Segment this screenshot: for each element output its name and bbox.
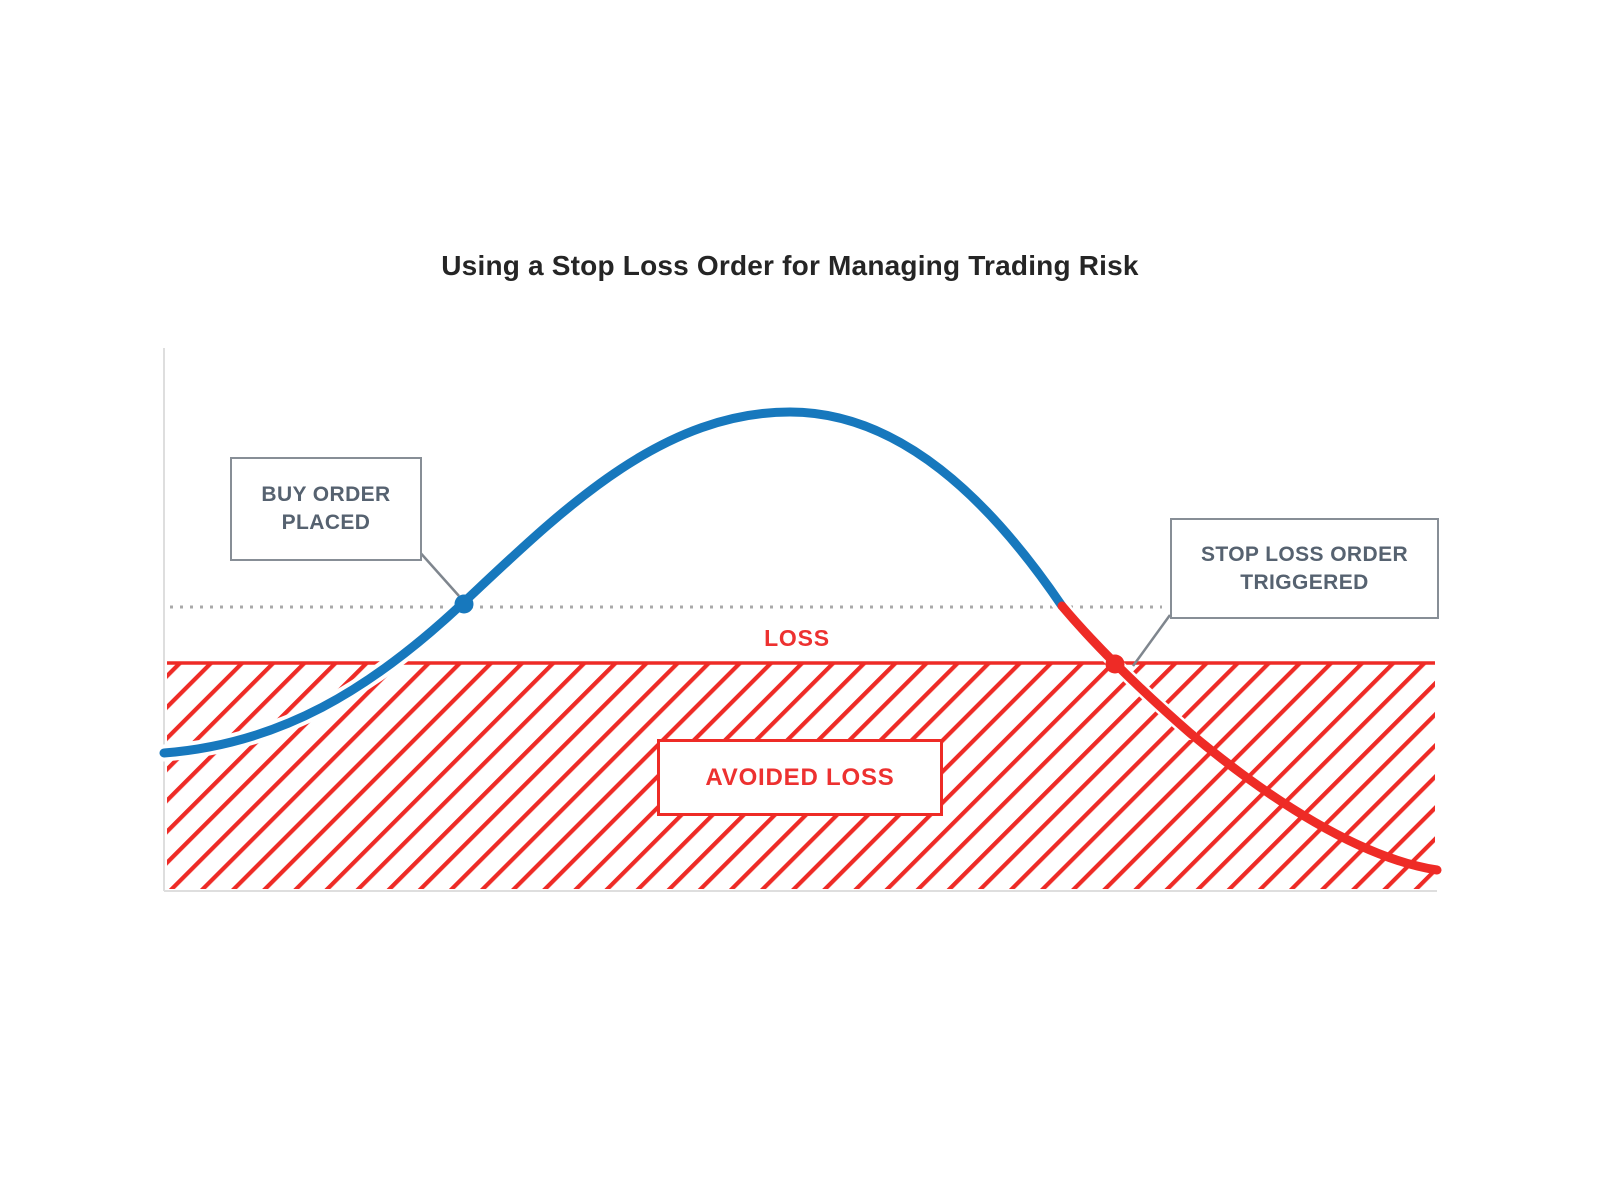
stop-loss-callout-line2: TRIGGERED	[1240, 570, 1369, 594]
stop-loss-callout-line1: STOP LOSS ORDER	[1200, 542, 1409, 566]
loss-zone-label: LOSS	[764, 625, 830, 651]
price-curve-rising-blue	[159, 407, 1067, 758]
stop-loss-point-marker	[1105, 654, 1125, 674]
stop-loss-callout: STOP LOSS ORDER TRIGGERED	[1170, 518, 1439, 619]
buy-order-callout-line2: PLACED	[281, 511, 371, 534]
buy-callout-pointer-line	[416, 548, 460, 597]
avoided-loss-label: AVOIDED LOSS	[705, 763, 895, 791]
stop-callout-pointer-line	[1131, 614, 1172, 667]
price-curve-falling-red	[1057, 601, 1442, 875]
buy-order-callout: BUY ORDER PLACED	[230, 457, 422, 561]
buy-order-point-marker	[454, 594, 474, 614]
buy-order-callout-line1: BUY ORDER	[261, 483, 391, 506]
avoided-loss-box: AVOIDED LOSS	[657, 739, 943, 816]
diagram-title: Using a Stop Loss Order for Managing Tra…	[441, 250, 1139, 281]
